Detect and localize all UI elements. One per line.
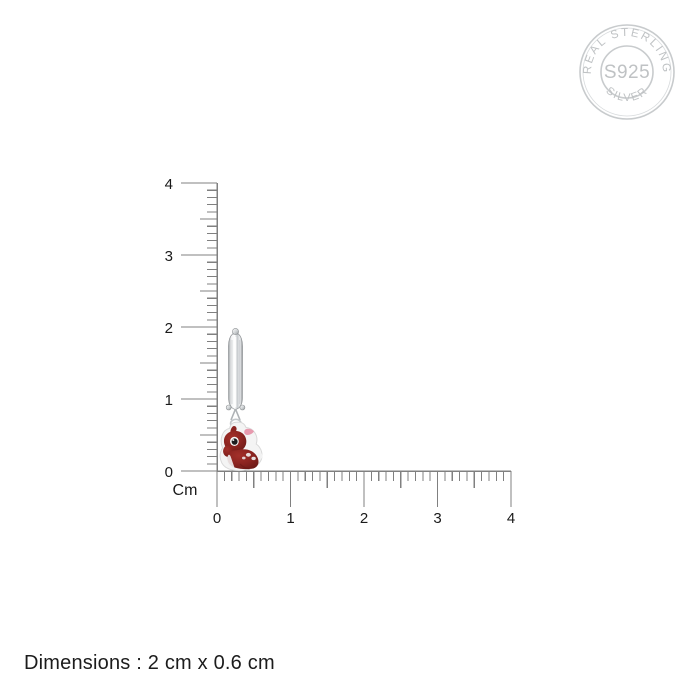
hallmark-center-text: S925 — [604, 62, 650, 83]
leverback-hoop — [225, 328, 246, 429]
ruler-tick-label: 4 — [507, 510, 515, 527]
ruler-tick-label: 3 — [433, 510, 441, 527]
hallmark-outer-ring — [579, 24, 675, 120]
dimensions-caption: Dimensions : 2 cm x 0.6 cm — [24, 652, 275, 674]
fawn-charm — [219, 421, 263, 471]
ruler-tick-label: 0 — [213, 510, 221, 527]
ruler-tick-label: 1 — [286, 510, 294, 527]
ruler-tick-label: 3 — [165, 248, 173, 265]
enamel-fawn-deer-drop-earring — [216, 320, 278, 475]
ruler-unit-label: Cm — [173, 482, 198, 499]
ruler-tick-label: 2 — [165, 320, 173, 337]
ruler-tick-label: 1 — [165, 392, 173, 409]
hallmark-bottom-text: SILVER — [604, 85, 651, 104]
sterling-silver-hallmark: REAL STERLING SILVER S925 — [577, 22, 677, 122]
hallmark-outer-ring-inner-hairline — [582, 27, 672, 117]
hallmark-inner-ring — [600, 45, 654, 99]
ruler-geometry: 0 1 2 3 4 0 1 2 3 4 Cm — [165, 176, 516, 527]
ruler-tick-label: 4 — [165, 176, 173, 193]
ruler-tick-label: 0 — [165, 464, 173, 481]
ruler-tick-label: 2 — [360, 510, 368, 527]
